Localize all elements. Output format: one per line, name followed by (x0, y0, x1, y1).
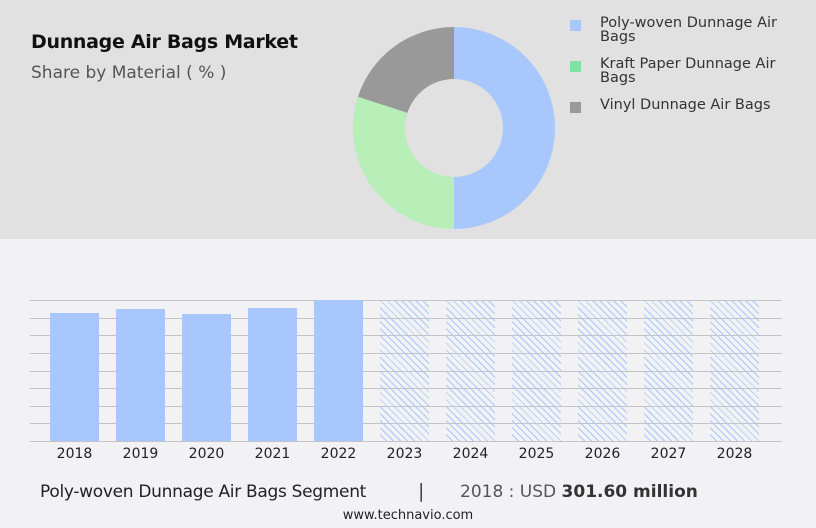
bar-2021 (248, 308, 297, 441)
x-label-2019: 2019 (122, 446, 159, 462)
bar-2020 (182, 314, 231, 441)
bar-2019 (116, 309, 165, 441)
value-amount: 301.60 million (561, 482, 698, 502)
x-label-2018: 2018 (56, 446, 93, 462)
donut-slice (454, 27, 555, 229)
bar-2027 (644, 300, 693, 441)
legend: Poly-woven Dunnage Air Bags Kraft Paper … (570, 16, 810, 125)
legend-swatch-icon (570, 20, 581, 31)
chart-title: Dunnage Air Bags Market (31, 31, 298, 53)
x-label-2028: 2028 (716, 446, 753, 462)
x-label-2021: 2021 (254, 446, 291, 462)
legend-swatch-icon (570, 61, 581, 72)
x-label-2024: 2024 (452, 446, 489, 462)
legend-swatch-icon (570, 102, 581, 113)
legend-label: Vinyl Dunnage Air Bags (600, 97, 771, 113)
x-label-2020: 2020 (188, 446, 225, 462)
bar-2018 (50, 313, 99, 441)
donut-slice (353, 96, 454, 230)
bar-2024 (446, 300, 495, 441)
x-label-2026: 2026 (584, 446, 621, 462)
legend-item-poly-woven: Poly-woven Dunnage Air Bags (570, 16, 810, 44)
chart-subtitle: Share by Material ( % ) (31, 63, 227, 83)
bar-2022 (314, 300, 363, 441)
legend-item-kraft-paper: Kraft Paper Dunnage Air Bags (570, 57, 810, 85)
bar-2025 (512, 300, 561, 441)
donut-chart (353, 27, 555, 230)
value-prefix: 2018 : USD (460, 482, 557, 502)
footer: Poly-woven Dunnage Air Bags Segment | 20… (0, 480, 816, 506)
x-label-2025: 2025 (518, 446, 555, 462)
bar-chart (30, 300, 782, 442)
x-label-2027: 2027 (650, 446, 687, 462)
donut-slice (357, 27, 454, 113)
legend-label: Kraft Paper Dunnage Air Bags (600, 56, 776, 86)
x-label-2023: 2023 (386, 446, 423, 462)
bar-2023 (380, 300, 429, 441)
legend-item-vinyl: Vinyl Dunnage Air Bags (570, 97, 810, 113)
segment-label: Poly-woven Dunnage Air Bags Segment (40, 482, 367, 502)
separator: | (418, 480, 425, 502)
segment-value: 2018 : USD 301.60 million (460, 482, 698, 502)
legend-label: Poly-woven Dunnage Air Bags (600, 15, 777, 45)
bar-2026 (578, 300, 627, 441)
gridline (30, 441, 782, 442)
x-label-2022: 2022 (320, 446, 357, 462)
website-link[interactable]: www.technavio.com (342, 508, 474, 523)
bar-2028 (710, 300, 759, 441)
top-panel: Dunnage Air Bags Market Share by Materia… (0, 0, 816, 239)
